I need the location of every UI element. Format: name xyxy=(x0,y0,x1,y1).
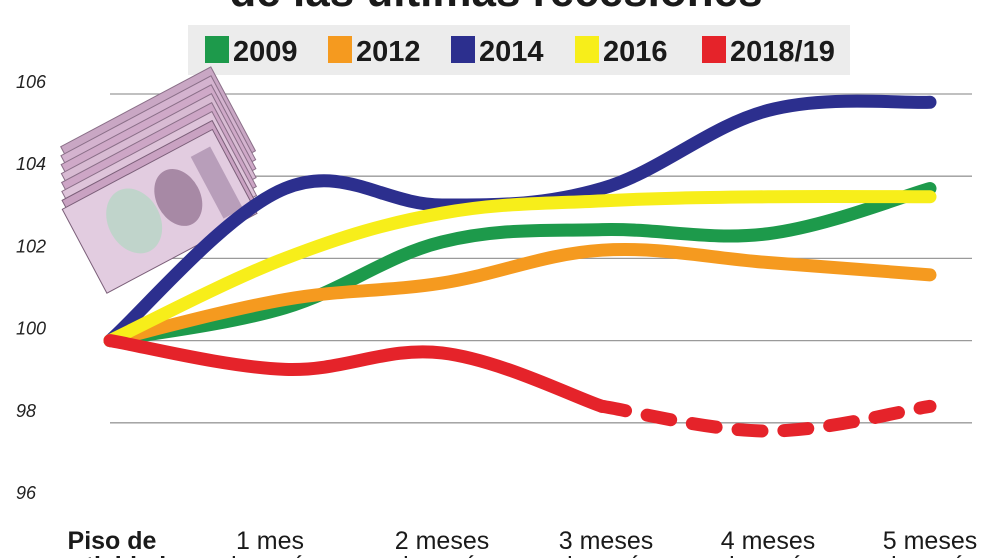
legend-label-2014: 2014 xyxy=(479,36,544,68)
banknotes-illustration xyxy=(60,66,258,294)
y-tick-label: 100 xyxy=(16,319,46,339)
legend-swatch-2009 xyxy=(205,36,229,63)
series-line-2016 xyxy=(103,189,937,348)
x-axis: Piso deactividad1 mesdespués2 mesesdespu… xyxy=(58,527,977,558)
x-tick-label: 4 meses xyxy=(721,527,815,555)
x-tick-label: 3 meses xyxy=(559,527,653,555)
x-tick-sublabel: después xyxy=(883,552,978,558)
y-tick-label: 104 xyxy=(16,154,46,174)
x-tick-sublabel: después xyxy=(395,552,490,558)
y-tick-label: 98 xyxy=(16,401,36,421)
legend-swatch-2014 xyxy=(451,36,475,63)
series-line-2012 xyxy=(103,242,937,348)
x-tick-sublabel: actividad xyxy=(58,552,166,558)
x-tick-label: 5 meses xyxy=(883,527,977,555)
legend-label-2012: 2012 xyxy=(356,36,421,68)
series-line-2018-19 xyxy=(103,334,609,413)
legend-swatch-2018-19 xyxy=(702,36,726,63)
series-line-2018-19-projection xyxy=(595,399,937,438)
x-tick-sublabel: después xyxy=(721,552,816,558)
series-layer xyxy=(103,94,937,438)
legend-label-2016: 2016 xyxy=(603,36,668,68)
y-axis: 96 98 100 102 104 106 xyxy=(16,72,47,503)
legend-swatch-2016 xyxy=(575,36,599,63)
y-tick-label: 102 xyxy=(16,236,46,256)
y-tick-label: 96 xyxy=(16,483,37,503)
x-tick-label: 2 meses xyxy=(395,527,489,555)
chart-title: de las últimas recesiones xyxy=(229,0,762,16)
x-tick-label: Piso de xyxy=(68,527,157,555)
legend: 2009 2012 2014 2016 2018/19 xyxy=(188,25,850,75)
legend-label-2018-19: 2018/19 xyxy=(730,36,835,68)
series-line-2009 xyxy=(103,182,937,348)
x-tick-sublabel: después xyxy=(559,552,654,558)
y-tick-label: 106 xyxy=(16,72,47,92)
legend-label-2009: 2009 xyxy=(233,36,298,68)
x-tick-label: 1 mes xyxy=(236,527,304,555)
legend-background xyxy=(188,25,850,75)
x-tick-sublabel: después xyxy=(223,552,318,558)
legend-swatch-2012 xyxy=(328,36,352,63)
